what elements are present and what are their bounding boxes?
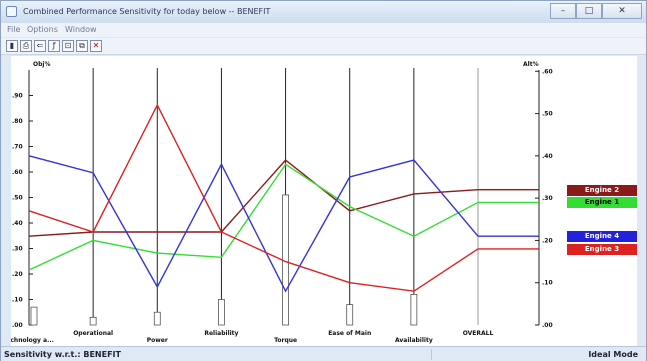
left-tick-label: .20 <box>12 271 23 278</box>
left-tick-label: .80 <box>12 118 23 125</box>
export-icon[interactable]: ⊡ <box>62 40 74 52</box>
app-icon <box>6 6 17 17</box>
right-tick-label: .50 <box>542 111 553 118</box>
weight-bar <box>30 306 38 326</box>
print-icon[interactable]: ⎙ <box>20 40 32 52</box>
right-tick-label: .00 <box>542 322 553 329</box>
sensitivity-plot[interactable]: Obj% Alt% .00 .10 .20 .30 .40 .50 .60 .70 .80 .90 .0… <box>3 56 637 346</box>
text-icon[interactable]: ƒ <box>48 40 60 52</box>
menu-bar: File Options Window <box>1 23 646 37</box>
left-tick-label: .30 <box>12 246 23 253</box>
series-line <box>28 163 539 271</box>
title-bar[interactable]: Combined Performance Sensitivity for tod… <box>1 1 646 23</box>
scale-icon[interactable]: ⇐ <box>34 40 46 52</box>
left-tick-label: .10 <box>12 297 23 304</box>
legend-engine-2: Engine 2 <box>567 184 637 196</box>
status-mode: Ideal Mode <box>588 350 638 359</box>
status-bar: Sensitivity w.r.t.: BENEFIT Ideal Mode <box>1 346 646 361</box>
window-controls: – □ ✕ <box>550 3 642 19</box>
right-tick-label: .10 <box>542 280 553 287</box>
right-tick-label: .20 <box>542 237 553 244</box>
left-tick-label: .70 <box>12 144 23 151</box>
series-line <box>28 159 539 237</box>
left-tick-label: .90 <box>12 93 23 100</box>
weight-bar <box>153 311 161 326</box>
left-tick-label: .50 <box>12 195 23 202</box>
criterion-label: OVERALL <box>463 330 494 337</box>
criterion-label: Technology a... <box>11 337 54 344</box>
bar-chart-icon[interactable]: ▮ <box>6 40 18 52</box>
menu-file[interactable]: File <box>7 25 21 34</box>
weight-bar <box>218 299 225 326</box>
chart-svg: Obj% Alt% .00 .10 .20 .30 .40 .50 .60 .70 .80 .90 .0… <box>3 61 553 344</box>
weight-bar <box>89 316 97 326</box>
menu-options[interactable]: Options <box>27 25 58 34</box>
right-axis-label: Alt% <box>523 61 539 68</box>
toolbar: ▮ ⎙ ⇐ ƒ ⊡ ⧉ ✕ <box>1 38 646 55</box>
right-tick-label: .30 <box>542 195 553 202</box>
legend-engine-3: Engine 3 <box>567 243 637 255</box>
weight-bar <box>346 304 354 326</box>
left-tick-label: .60 <box>12 169 23 176</box>
status-sensitivity: Sensitivity w.r.t.: BENEFIT <box>4 350 121 359</box>
close-icon[interactable]: ✕ <box>90 40 102 52</box>
copy-icon[interactable]: ⧉ <box>76 40 88 52</box>
close-button[interactable]: ✕ <box>602 3 642 19</box>
menu-window[interactable]: Window <box>65 25 97 34</box>
series-line <box>28 103 539 292</box>
left-tick-label: .00 <box>12 322 23 329</box>
left-tick-label: .40 <box>12 220 23 227</box>
criterion-label: Operational <box>73 330 113 337</box>
right-tick-label: .40 <box>542 153 553 160</box>
criterion-label: Ease of Main <box>328 330 371 337</box>
maximize-button[interactable]: □ <box>576 3 602 19</box>
weight-bar <box>410 293 418 326</box>
window-title: Combined Performance Sensitivity for tod… <box>23 7 271 16</box>
minimize-button[interactable]: – <box>550 3 576 19</box>
criterion-label: Reliability <box>204 330 238 337</box>
series-line <box>28 155 539 293</box>
criterion-label: Torque <box>274 337 297 344</box>
criterion-label: Power <box>147 337 168 344</box>
right-tick-label: .60 <box>542 68 553 75</box>
legend-engine-4: Engine 4 <box>567 231 637 243</box>
legend-engine-1: Engine 1 <box>567 197 637 209</box>
status-separator <box>431 349 432 360</box>
criterion-label: Availability <box>395 337 433 344</box>
left-axis-label: Obj% <box>33 61 50 68</box>
